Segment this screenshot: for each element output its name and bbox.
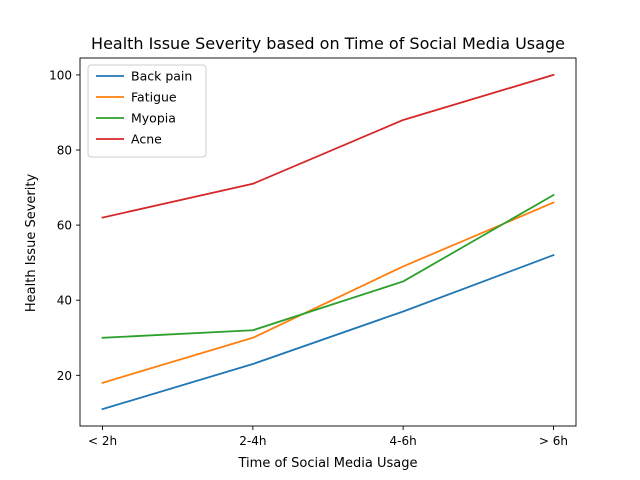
legend: Back pain Fatigue Myopia Acne xyxy=(87,64,207,158)
x-tick-label: 2-4h xyxy=(239,434,266,448)
y-axis-label: Health Issue Severity xyxy=(24,174,39,313)
x-tick-label: < 2h xyxy=(88,434,117,448)
y-tick-label: 100 xyxy=(49,68,72,82)
series-line xyxy=(101,73,555,219)
x-axis-label: Time of Social Media Usage xyxy=(238,456,418,471)
y-tick-label: 60 xyxy=(57,219,72,233)
series-line xyxy=(101,253,555,411)
x-tick-label: 4-6h xyxy=(390,434,417,448)
chart-title: Health Issue Severity based on Time of S… xyxy=(91,34,565,53)
legend-label: Acne xyxy=(131,132,162,147)
legend-label: Back pain xyxy=(131,69,192,84)
legend-label: Myopia xyxy=(131,111,176,126)
y-tick-label: 20 xyxy=(57,369,72,383)
plot-frame xyxy=(79,57,577,427)
series-layer xyxy=(101,73,555,411)
series-line xyxy=(101,201,555,384)
axes-layer: < 2h 2-4h 4-6h > 6h 20 40 60 80 100 xyxy=(49,57,577,448)
y-tick-label: 40 xyxy=(57,294,72,308)
x-tick-label: > 6h xyxy=(539,434,568,448)
legend-label: Fatigue xyxy=(131,90,177,105)
series-line xyxy=(101,193,555,339)
y-tick-label: 80 xyxy=(57,144,72,158)
legend-box xyxy=(87,64,207,158)
